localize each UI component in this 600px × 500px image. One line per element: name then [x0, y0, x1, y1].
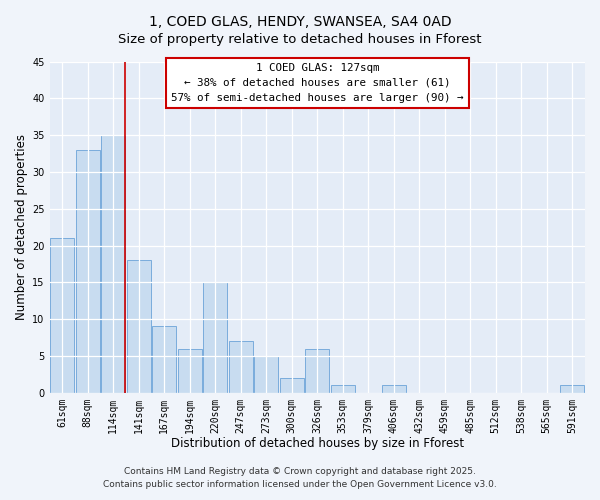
- Bar: [76, 150, 100, 392]
- Bar: [229, 341, 253, 392]
- Bar: [382, 386, 406, 392]
- Bar: [331, 386, 355, 392]
- Bar: [178, 348, 202, 393]
- Text: 1, COED GLAS, HENDY, SWANSEA, SA4 0AD: 1, COED GLAS, HENDY, SWANSEA, SA4 0AD: [149, 15, 451, 29]
- Bar: [560, 386, 584, 392]
- Text: Size of property relative to detached houses in Fforest: Size of property relative to detached ho…: [118, 32, 482, 46]
- Bar: [280, 378, 304, 392]
- Bar: [127, 260, 151, 392]
- Bar: [203, 282, 227, 393]
- Bar: [305, 348, 329, 393]
- Bar: [50, 238, 74, 392]
- Text: Contains HM Land Registry data © Crown copyright and database right 2025.
Contai: Contains HM Land Registry data © Crown c…: [103, 468, 497, 489]
- X-axis label: Distribution of detached houses by size in Fforest: Distribution of detached houses by size …: [171, 437, 464, 450]
- Text: 1 COED GLAS: 127sqm
← 38% of detached houses are smaller (61)
57% of semi-detach: 1 COED GLAS: 127sqm ← 38% of detached ho…: [171, 63, 464, 102]
- Bar: [254, 356, 278, 393]
- Bar: [101, 135, 125, 392]
- Bar: [152, 326, 176, 392]
- Y-axis label: Number of detached properties: Number of detached properties: [15, 134, 28, 320]
